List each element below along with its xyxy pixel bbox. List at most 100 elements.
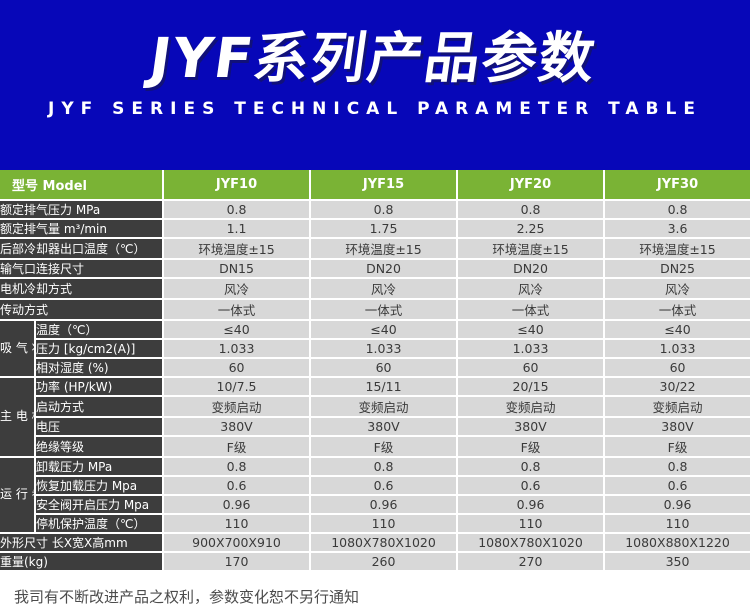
table-row: 重量(kg) 170 260 270 350 — [0, 551, 750, 572]
row-label: 温度（℃） — [33, 319, 165, 340]
row-label: 电压 — [33, 416, 165, 437]
row-label: 额定排气量 m³/min — [0, 218, 165, 239]
value-cell: 0.6 — [603, 475, 750, 496]
row-label: 额定排气压力 MPa — [0, 199, 165, 220]
value-cell: 一体式 — [309, 298, 459, 321]
row-label: 相对湿度 (%) — [33, 357, 165, 378]
model-header-jyf20: JYF20 — [456, 170, 606, 201]
value-cell: DN15 — [162, 258, 312, 279]
table-row: 额定排气压力 MPa 0.8 0.8 0.8 0.8 — [0, 199, 750, 220]
value-cell: F级 — [309, 435, 459, 458]
table-row: 电压 380V 380V 380V 380V — [0, 416, 750, 437]
value-cell: 0.96 — [162, 494, 312, 515]
value-cell: 15/11 — [309, 376, 459, 397]
value-cell: 变频启动 — [162, 395, 312, 418]
row-label: 停机保护温度（℃） — [33, 513, 165, 534]
value-cell: 380V — [309, 416, 459, 437]
model-header-jyf10: JYF10 — [162, 170, 312, 201]
row-label: 压力 [kg/cm2(A)] — [33, 338, 165, 359]
row-label: 重量(kg) — [0, 551, 165, 572]
value-cell: 1080X780X1020 — [309, 532, 459, 553]
value-cell: 一体式 — [162, 298, 312, 321]
row-label: 后部冷却器出口温度（℃） — [0, 237, 165, 260]
model-header-label: 型号 Model — [0, 170, 165, 201]
table-row: 电机冷却方式 风冷 风冷 风冷 风冷 — [0, 277, 750, 300]
row-label: 外形尺寸 长X宽X高mm — [0, 532, 165, 553]
row-label: 绝缘等级 — [33, 435, 165, 458]
row-label: 恢复加载压力 Mpa — [33, 475, 165, 496]
value-cell: 60 — [603, 357, 750, 378]
value-cell: 0.8 — [456, 456, 606, 477]
value-cell: 170 — [162, 551, 312, 572]
value-cell: 0.6 — [309, 475, 459, 496]
value-cell: 1.033 — [162, 338, 312, 359]
model-header-jyf15: JYF15 — [309, 170, 459, 201]
row-label: 电机冷却方式 — [0, 277, 165, 300]
value-cell: 一体式 — [456, 298, 606, 321]
value-cell: 风冷 — [456, 277, 606, 300]
value-cell: 10/7.5 — [162, 376, 312, 397]
value-cell: 0.8 — [309, 456, 459, 477]
value-cell: 1.1 — [162, 218, 312, 239]
row-label: 输气口连接尺寸 — [0, 258, 165, 279]
value-cell: 380V — [456, 416, 606, 437]
row-label: 传动方式 — [0, 298, 165, 321]
value-cell: 0.8 — [603, 456, 750, 477]
value-cell: DN20 — [456, 258, 606, 279]
value-cell: 变频启动 — [456, 395, 606, 418]
model-header-row: 型号 Model JYF10 JYF15 JYF20 JYF30 — [0, 170, 750, 201]
value-cell: ≤40 — [603, 319, 750, 340]
value-cell: ≤40 — [162, 319, 312, 340]
value-cell: 350 — [603, 551, 750, 572]
value-cell: F级 — [456, 435, 606, 458]
banner-title: JYF系列产品参数 — [145, 26, 601, 90]
table-row: 绝缘等级 F级 F级 F级 F级 — [0, 435, 750, 458]
group-label: 主 电 机 — [0, 376, 36, 458]
group-label: 吸 气 状 态 — [0, 319, 36, 378]
value-cell: 1.033 — [603, 338, 750, 359]
value-cell: 风冷 — [309, 277, 459, 300]
value-cell: DN20 — [309, 258, 459, 279]
value-cell: 20/15 — [456, 376, 606, 397]
value-cell: 30/22 — [603, 376, 750, 397]
table-row: 外形尺寸 长X宽X高mm 900X700X910 1080X780X1020 1080… — [0, 532, 750, 553]
table-row: 停机保护温度（℃） 110 110 110 110 — [0, 513, 750, 534]
value-cell: 0.96 — [309, 494, 459, 515]
row-label: 功率 (HP/kW) — [33, 376, 165, 397]
value-cell: 0.8 — [456, 199, 606, 220]
value-cell: DN25 — [603, 258, 750, 279]
value-cell: 1080X780X1020 — [456, 532, 606, 553]
group-label: 运 行 参 数 — [0, 456, 36, 534]
value-cell: 环境温度±15 — [309, 237, 459, 260]
value-cell: 0.8 — [603, 199, 750, 220]
value-cell: ≤40 — [309, 319, 459, 340]
value-cell: 风冷 — [603, 277, 750, 300]
value-cell: 380V — [603, 416, 750, 437]
table-row: 相对湿度 (%) 60 60 60 60 — [0, 357, 750, 378]
value-cell: 环境温度±15 — [162, 237, 312, 260]
value-cell: 900X700X910 — [162, 532, 312, 553]
table-row: 额定排气量 m³/min 1.1 1.75 2.25 3.6 — [0, 218, 750, 239]
value-cell: 3.6 — [603, 218, 750, 239]
value-cell: 风冷 — [162, 277, 312, 300]
value-cell: 环境温度±15 — [456, 237, 606, 260]
value-cell: 60 — [456, 357, 606, 378]
table-row: 输气口连接尺寸 DN15 DN20 DN20 DN25 — [0, 258, 750, 279]
table-row: 后部冷却器出口温度（℃） 环境温度±15 环境温度±15 环境温度±15 环境温度±15 — [0, 237, 750, 260]
table-row: 传动方式 一体式 一体式 一体式 一体式 — [0, 298, 750, 321]
value-cell: 110 — [456, 513, 606, 534]
row-label: 安全阀开启压力 Mpa — [33, 494, 165, 515]
banner-subtitle: JYF SERIES TECHNICAL PARAMETER TABLE — [48, 99, 702, 119]
value-cell: 2.25 — [456, 218, 606, 239]
value-cell: 270 — [456, 551, 606, 572]
model-header-jyf30: JYF30 — [603, 170, 750, 201]
table-row: 恢复加载压力 Mpa 0.6 0.6 0.6 0.6 — [0, 475, 750, 496]
value-cell: 变频启动 — [309, 395, 459, 418]
row-label: 卸载压力 MPa — [33, 456, 165, 477]
value-cell: 60 — [162, 357, 312, 378]
table-row: 吸 气 状 态温度（℃）≤40≤40≤40≤40 — [0, 319, 750, 378]
value-cell: 0.8 — [162, 456, 312, 477]
value-cell: F级 — [162, 435, 312, 458]
